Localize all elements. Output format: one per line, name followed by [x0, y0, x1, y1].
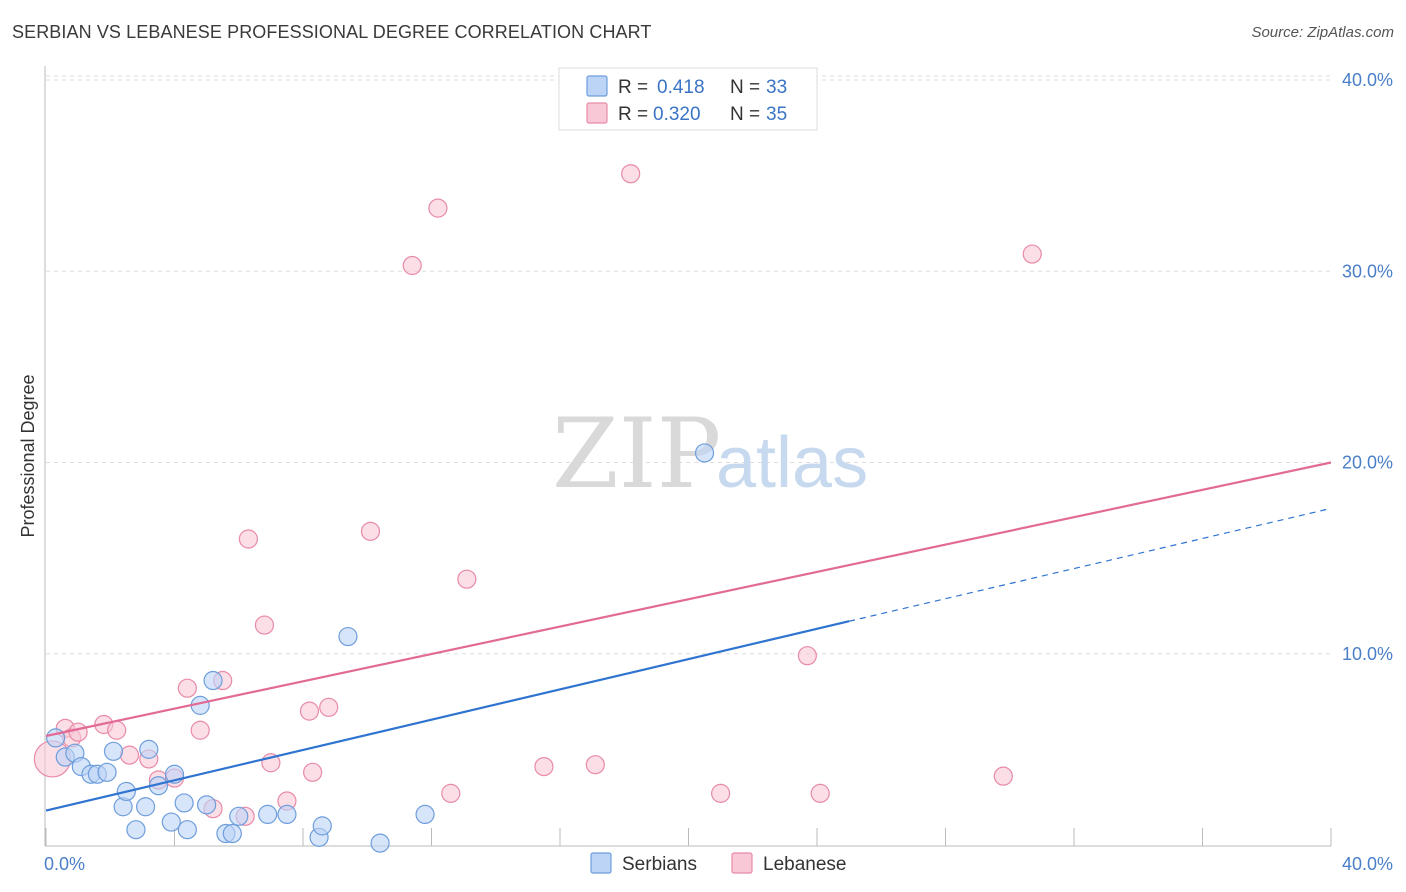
point-lebanese-29 — [621, 164, 641, 184]
point-serbians-16 — [174, 793, 194, 813]
legend-bottom-swatch-lebanese — [731, 852, 753, 874]
point-lebanese-28 — [585, 755, 605, 775]
tick-labels: 10.0% 20.0% 30.0% 40.0% 0.0% 40.0% — [44, 70, 1393, 874]
point-lebanese-30 — [711, 783, 731, 803]
watermark-atlas: atlas — [716, 423, 868, 503]
point-lebanese-32 — [810, 783, 830, 803]
legend-bottom-swatch-serbians — [590, 852, 612, 874]
point-lebanese-26 — [457, 569, 477, 589]
series-lebanese — [33, 164, 1042, 826]
point-lebanese-5 — [107, 720, 127, 740]
point-serbians-12 — [139, 739, 159, 759]
legend-n-label-lebanese: N = — [730, 104, 760, 125]
point-serbians-25 — [277, 804, 297, 825]
point-lebanese-34 — [1022, 244, 1042, 264]
point-serbians-31 — [694, 443, 715, 463]
trend-line-serbians-extension — [848, 507, 1332, 622]
legend-r-label-serbians: R = — [618, 77, 648, 98]
point-lebanese-10 — [177, 678, 197, 698]
point-lebanese-6 — [119, 745, 140, 765]
grid-lines — [46, 75, 1331, 655]
point-serbians-11 — [135, 797, 156, 817]
legend-bottom-label-serbians: Serbians — [622, 854, 697, 875]
point-serbians-28 — [338, 626, 358, 647]
x-tick-label-1: 40.0% — [1342, 854, 1393, 874]
y-tick-label-2: 30.0% — [1342, 261, 1393, 281]
point-lebanese-3 — [68, 722, 88, 742]
y-tick-label-1: 20.0% — [1342, 453, 1393, 473]
y-axis-label: Professional Degree — [18, 374, 38, 537]
chart-title: SERBIAN VS LEBANESE PROFESSIONAL DEGREE … — [12, 22, 652, 42]
point-serbians-10 — [126, 820, 146, 840]
point-serbians-19 — [197, 795, 217, 815]
point-lebanese-31 — [797, 646, 817, 666]
legend-n-label-serbians: N = — [730, 77, 760, 98]
legend-n-value-serbians: 33 — [766, 77, 787, 98]
point-lebanese-24 — [428, 198, 448, 218]
source-credit: Source: ZipAtlas.com — [1251, 24, 1394, 41]
legend-bottom-label-lebanese: Lebanese — [763, 854, 846, 875]
watermark-zip: ZIP — [552, 398, 721, 510]
watermark: ZIP atlas — [552, 398, 868, 510]
axes — [44, 66, 1332, 847]
trend-line-lebanese — [45, 461, 1332, 738]
legend-n-value-lebanese: 35 — [766, 104, 787, 125]
point-serbians-30 — [415, 804, 435, 825]
point-lebanese-23 — [402, 255, 422, 276]
legend-bottom: Serbians Lebanese — [590, 852, 846, 875]
legend-top: R = 0.418 N = 33 R = 0.320 N = 35 — [558, 67, 818, 131]
point-serbians-23 — [229, 806, 249, 826]
series-serbians — [46, 443, 715, 853]
point-lebanese-20 — [303, 762, 323, 782]
point-serbians-6 — [97, 762, 117, 782]
point-serbians-24 — [258, 804, 278, 825]
x-tick-label-0: 0.0% — [44, 854, 85, 874]
y-tick-label-0: 10.0% — [1342, 644, 1393, 664]
legend-r-value-lebanese: 0.320 — [653, 104, 701, 125]
legend-r-label-lebanese: R = — [618, 104, 648, 125]
point-lebanese-15 — [238, 529, 258, 549]
point-serbians-17 — [177, 820, 197, 840]
point-serbians-7 — [103, 741, 124, 761]
point-lebanese-22 — [360, 521, 381, 541]
point-lebanese-19 — [299, 701, 320, 721]
y-tick-label-3: 40.0% — [1342, 70, 1393, 90]
point-lebanese-11 — [190, 720, 210, 740]
point-lebanese-21 — [319, 697, 339, 717]
legend-swatch-lebanese — [586, 102, 608, 124]
trend-line-serbians — [45, 620, 850, 812]
point-serbians-22 — [222, 823, 242, 844]
point-serbians-14 — [161, 812, 181, 832]
trend-lines — [45, 461, 1332, 812]
point-lebanese-33 — [993, 766, 1013, 786]
legend-r-value-serbians: 0.418 — [657, 77, 705, 98]
point-serbians-20 — [203, 670, 223, 691]
point-serbians-27 — [312, 816, 332, 836]
legend-swatch-serbians — [586, 75, 608, 97]
point-serbians-29 — [370, 833, 390, 853]
point-lebanese-27 — [534, 756, 554, 777]
point-lebanese-25 — [441, 783, 461, 803]
point-lebanese-16 — [254, 615, 275, 635]
